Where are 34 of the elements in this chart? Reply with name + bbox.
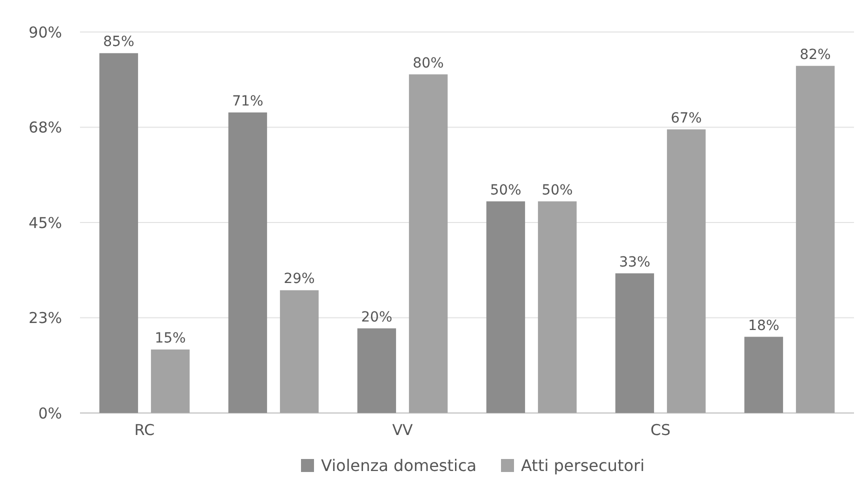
x-tick-label: VV: [392, 421, 414, 439]
bar: [408, 74, 448, 413]
bar: [538, 201, 577, 413]
legend-label: Violenza domestica: [321, 456, 477, 475]
y-tick-label: 0%: [38, 404, 62, 422]
data-label: 18%: [748, 318, 780, 334]
bar: [666, 129, 706, 413]
bar: [99, 53, 138, 413]
x-tick-label: RC: [134, 421, 155, 439]
data-label: 80%: [412, 55, 444, 72]
y-tick-label: 90%: [28, 23, 62, 42]
data-label: 50%: [542, 182, 573, 198]
data-label: 67%: [670, 110, 702, 126]
data-label: 71%: [232, 93, 264, 110]
bar: [228, 112, 268, 413]
bar: [615, 273, 654, 413]
bar: [796, 66, 835, 413]
y-tick-label: 45%: [28, 214, 62, 232]
x-tick-label: CS: [650, 421, 670, 439]
data-label: 20%: [361, 309, 392, 326]
data-label: 33%: [619, 254, 650, 270]
bar: [744, 336, 784, 413]
data-label: 82%: [800, 46, 831, 63]
data-label: 50%: [490, 182, 522, 198]
data-label: 15%: [154, 330, 186, 346]
legend-label: Atti persecutori: [521, 456, 645, 475]
bar: [486, 201, 526, 413]
y-tick-label: 68%: [28, 118, 62, 136]
y-tick-label: 23%: [28, 309, 62, 327]
data-label: 29%: [284, 271, 315, 288]
data-label: 85%: [103, 34, 134, 50]
bar: [280, 290, 319, 413]
bar: [357, 328, 396, 413]
bar: [150, 350, 190, 413]
